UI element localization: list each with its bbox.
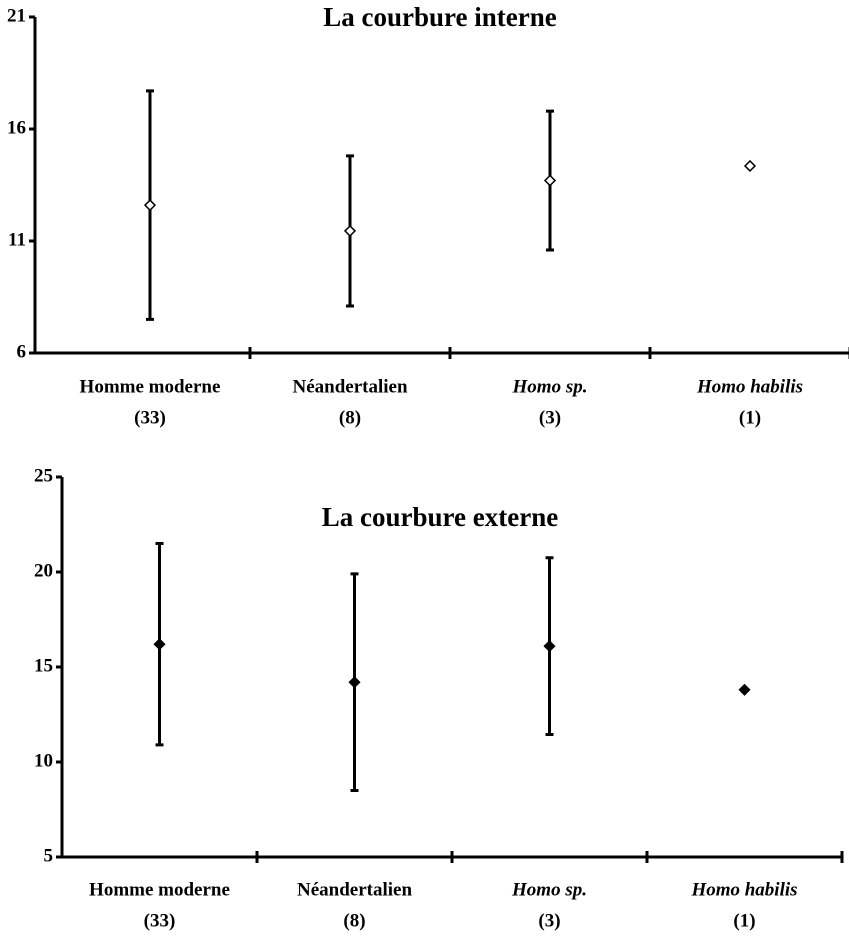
x-tick-label: Homo sp. <box>512 376 588 397</box>
x-tick-label: Homo sp. <box>511 879 587 900</box>
chart-title: La courbure externe <box>322 502 558 532</box>
x-tick-label: Néandertalien <box>292 376 407 397</box>
sample-size: (1) <box>739 407 761 428</box>
y-tick-label: 5 <box>44 845 54 866</box>
sample-size: (33) <box>134 407 166 428</box>
data-point <box>543 640 556 653</box>
x-tick-label: Homme moderne <box>89 879 230 900</box>
y-tick-label: 21 <box>7 5 26 26</box>
data-point <box>143 199 157 212</box>
sample-size: (3) <box>539 407 561 428</box>
sample-size: (1) <box>733 910 755 931</box>
y-tick-label: 25 <box>34 465 53 486</box>
x-tick-label: Homo habilis <box>690 879 797 900</box>
chart-title: La courbure interne <box>323 2 556 32</box>
data-point <box>543 174 557 187</box>
data-point <box>738 683 751 696</box>
y-tick-label: 20 <box>34 560 53 581</box>
data-point <box>348 676 361 689</box>
sample-size: (8) <box>339 407 361 428</box>
y-tick-label: 6 <box>17 341 27 362</box>
sample-size: (33) <box>144 910 176 931</box>
y-tick-label: 16 <box>7 117 26 138</box>
data-point <box>153 638 166 651</box>
y-tick-label: 10 <box>34 750 53 771</box>
data-point <box>743 159 757 173</box>
data-point <box>343 224 357 237</box>
y-tick-label: 15 <box>34 655 53 676</box>
y-tick-label: 11 <box>8 229 26 250</box>
x-tick-label: Homo habilis <box>696 376 803 397</box>
sample-size: (3) <box>538 910 560 931</box>
x-tick-label: Homme moderne <box>80 376 221 397</box>
sample-size: (8) <box>343 910 365 931</box>
x-tick-label: Néandertalien <box>297 879 412 900</box>
